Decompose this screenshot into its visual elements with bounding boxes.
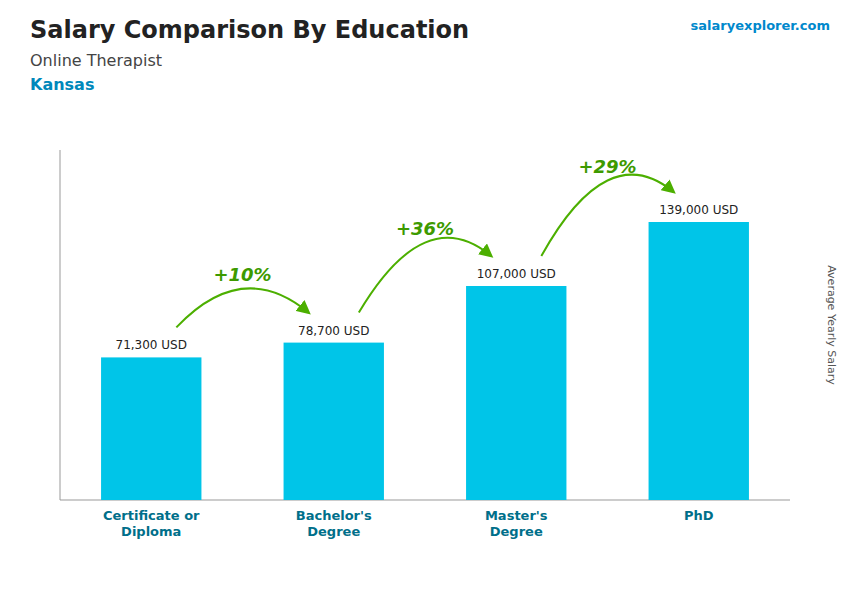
watermark: salaryexplorer.com — [691, 18, 830, 33]
bar — [649, 222, 749, 500]
x-tick-label: PhD — [684, 508, 714, 523]
x-tick-label-line: Diploma — [121, 524, 181, 539]
subtitle: Online Therapist — [30, 51, 162, 70]
data-label: 107,000 USD — [477, 267, 556, 281]
data-label: 139,000 USD — [659, 203, 738, 217]
change-arrow — [359, 238, 491, 313]
change-label: +36% — [396, 218, 454, 239]
y-axis-label: Average Yearly Salary — [825, 265, 838, 385]
chart-container: Salary Comparison By Education Online The… — [0, 0, 850, 606]
x-tick-label-line: PhD — [684, 508, 714, 523]
bar — [284, 343, 384, 500]
y-axis-line — [60, 150, 61, 500]
bar — [101, 357, 201, 500]
data-label: 78,700 USD — [298, 324, 369, 338]
x-tick-label: Certificate orDiploma — [103, 508, 200, 539]
bars — [101, 222, 749, 500]
title: Salary Comparison By Education — [30, 16, 469, 44]
x-tick-label-line: Degree — [307, 524, 360, 539]
change-arrow — [176, 288, 308, 327]
bar — [466, 286, 566, 500]
chart: Salary Comparison By Education Online The… — [0, 0, 850, 606]
x-tick-label-line: Degree — [490, 524, 543, 539]
location: Kansas — [30, 75, 94, 94]
change-label: +29% — [578, 156, 636, 177]
x-tick-label: Master'sDegree — [485, 508, 548, 539]
x-tick-label-line: Bachelor's — [296, 508, 372, 523]
data-label: 71,300 USD — [116, 338, 187, 352]
x-tick-label-line: Certificate or — [103, 508, 200, 523]
change-arrow — [541, 175, 673, 256]
x-tick-label-line: Master's — [485, 508, 548, 523]
change-label: +10% — [213, 264, 271, 285]
x-tick-label: Bachelor'sDegree — [296, 508, 372, 539]
